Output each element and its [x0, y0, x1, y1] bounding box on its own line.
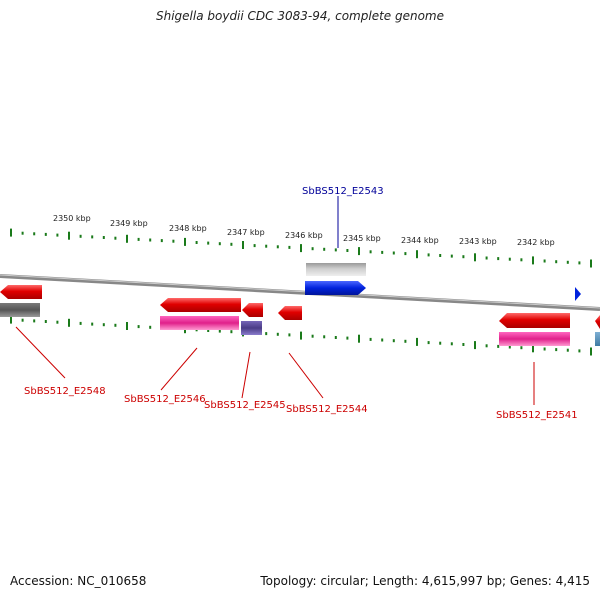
gene-label-e2543[interactable]: SbBS512_E2543	[302, 186, 384, 197]
accession-text: Accession: NC_010658	[10, 574, 147, 588]
gene-feature-e2546-cds[interactable]	[160, 316, 239, 330]
gene-feature-e2545[interactable]	[242, 303, 263, 317]
gene-label-e2544[interactable]: SbBS512_E2544	[286, 404, 368, 415]
scale-labels: 2350 kbp 2349 kbp 2348 kbp 2347 kbp 2346…	[53, 214, 555, 247]
gene-label-e2541[interactable]: SbBS512_E2541	[496, 410, 578, 421]
leader-line-e2545	[241, 351, 251, 399]
scale-label: 2342 kbp	[517, 238, 555, 247]
gene-feature-e2548-cds[interactable]	[0, 303, 40, 317]
gene-feature-e2548[interactable]	[0, 285, 42, 299]
scale-label: 2347 kbp	[227, 228, 265, 237]
genome-summary-text: Topology: circular; Length: 4,615,997 bp…	[260, 574, 590, 588]
scale-label: 2343 kbp	[459, 237, 497, 246]
gene-feature-e2541-cds[interactable]	[499, 332, 570, 346]
label-leader-lines	[15, 196, 535, 405]
genome-backbone	[0, 274, 600, 311]
scale-label: 2344 kbp	[401, 236, 439, 245]
gene-feature-e2541[interactable]	[499, 313, 570, 328]
gene-feature-e2543[interactable]	[305, 281, 366, 295]
gene-feature-e2546[interactable]	[160, 298, 241, 312]
genome-backbone-highlight	[0, 274, 600, 309]
scale-ticks-outer	[10, 228, 592, 268]
scale-label: 2346 kbp	[285, 231, 323, 240]
scale-label: 2349 kbp	[110, 219, 148, 228]
leader-line-e2546	[160, 347, 198, 391]
map-title: Shigella boydii CDC 3083-94, complete ge…	[155, 9, 445, 23]
leader-line-e2544	[288, 352, 324, 399]
gene-feature-right-red[interactable]	[595, 315, 600, 329]
leader-line-e2548	[15, 326, 66, 379]
gene-label-e2545[interactable]: SbBS512_E2545	[204, 400, 286, 411]
gene-feature-right-steel[interactable]	[595, 332, 600, 346]
gene-labels: SbBS512_E2543 SbBS512_E2548 SbBS512_E254…	[24, 186, 578, 421]
gene-label-e2548[interactable]: SbBS512_E2548	[24, 386, 106, 397]
gene-feature-e2543-rna[interactable]	[306, 263, 366, 276]
gene-feature-small-blue[interactable]	[575, 287, 581, 301]
gene-feature-e2545-cds[interactable]	[241, 321, 262, 335]
scale-label: 2350 kbp	[53, 214, 91, 223]
gene-feature-e2544[interactable]	[278, 306, 302, 320]
gene-label-e2546[interactable]: SbBS512_E2546	[124, 394, 206, 405]
scale-label: 2348 kbp	[169, 224, 207, 233]
gene-features	[0, 263, 600, 346]
scale-label: 2345 kbp	[343, 234, 381, 243]
